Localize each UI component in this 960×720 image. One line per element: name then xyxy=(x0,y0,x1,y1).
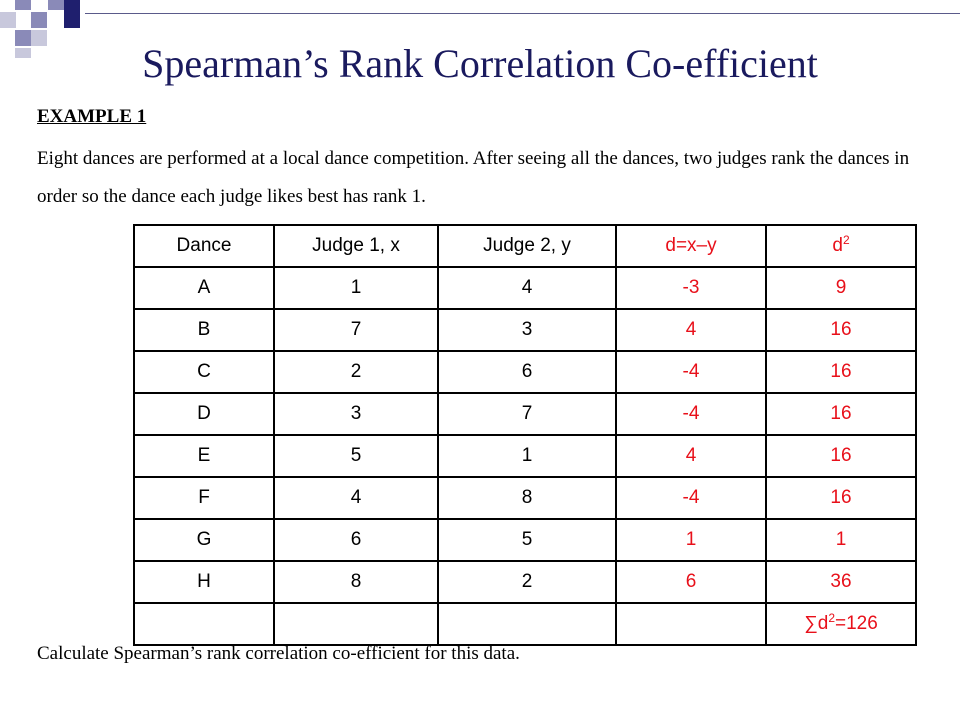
cell-dance: E xyxy=(133,434,275,478)
header-d: d=x–y xyxy=(615,224,767,268)
cell-judge1: 3 xyxy=(273,392,439,436)
table-row: C 2 6 -4 16 xyxy=(133,350,917,394)
deco-square xyxy=(31,30,47,46)
cell-d-squared: 36 xyxy=(765,560,917,604)
cell-judge1: 1 xyxy=(273,266,439,310)
header-judge2: Judge 2, y xyxy=(437,224,617,268)
cell-d-squared: 1 xyxy=(765,518,917,562)
cell-d: -4 xyxy=(615,392,767,436)
cell-judge2: 2 xyxy=(437,560,617,604)
cell-judge1: 6 xyxy=(273,518,439,562)
deco-square xyxy=(0,12,16,28)
sum-d-squared: ∑d2=126 xyxy=(765,602,917,646)
table-row: E 5 1 4 16 xyxy=(133,434,917,478)
cell-judge2: 8 xyxy=(437,476,617,520)
table-total-row: ∑d2=126 xyxy=(133,602,917,646)
decorative-squares xyxy=(0,0,80,60)
cell-judge1: 2 xyxy=(273,350,439,394)
cell-judge1: 5 xyxy=(273,434,439,478)
cell-d: 4 xyxy=(615,308,767,352)
cell-d: -4 xyxy=(615,476,767,520)
cell-dance: C xyxy=(133,350,275,394)
sum-prefix: ∑d xyxy=(804,613,829,634)
deco-square xyxy=(15,30,31,46)
top-rule xyxy=(85,13,960,14)
total-empty-cell xyxy=(133,602,275,646)
slide-title: Spearman’s Rank Correlation Co-efficient xyxy=(142,41,818,86)
sum-value: =126 xyxy=(835,613,878,634)
header-d-squared: d2 xyxy=(765,224,917,268)
cell-dance: A xyxy=(133,266,275,310)
table-body: A 1 4 -3 9 B 7 3 4 16 C 2 6 -4 16 D 3 7 -4 16 E 5 1 4 16 F 4 8 -4 16 G… xyxy=(133,266,917,604)
cell-judge1: 4 xyxy=(273,476,439,520)
cell-d-squared: 16 xyxy=(765,476,917,520)
cell-judge1: 7 xyxy=(273,308,439,352)
cell-d: 4 xyxy=(615,434,767,478)
question-text: Calculate Spearman’s rank correlation co… xyxy=(37,643,520,664)
cell-d: 1 xyxy=(615,518,767,562)
header-d2-base: d xyxy=(832,235,843,256)
header-dance: Dance xyxy=(133,224,275,268)
table-row: A 1 4 -3 9 xyxy=(133,266,917,310)
cell-judge2: 1 xyxy=(437,434,617,478)
header-d2-exponent: 2 xyxy=(842,233,850,247)
cell-d: -4 xyxy=(615,350,767,394)
table-row: H 8 2 6 36 xyxy=(133,560,917,604)
cell-judge2: 6 xyxy=(437,350,617,394)
deco-square xyxy=(64,0,80,28)
cell-d-squared: 16 xyxy=(765,350,917,394)
header-judge1: Judge 1, x xyxy=(273,224,439,268)
deco-square xyxy=(48,0,64,10)
total-empty-cell xyxy=(615,602,767,646)
cell-judge2: 4 xyxy=(437,266,617,310)
cell-judge2: 7 xyxy=(437,392,617,436)
cell-dance: H xyxy=(133,560,275,604)
cell-dance: G xyxy=(133,518,275,562)
deco-square xyxy=(31,12,47,28)
cell-d: -3 xyxy=(615,266,767,310)
total-empty-cell xyxy=(437,602,617,646)
example-heading: EXAMPLE 1 xyxy=(37,106,147,127)
cell-dance: D xyxy=(133,392,275,436)
table-row: D 3 7 -4 16 xyxy=(133,392,917,436)
table-row: F 4 8 -4 16 xyxy=(133,476,917,520)
deco-square xyxy=(15,48,31,58)
table-header-row: Dance Judge 1, x Judge 2, y d=x–y d2 xyxy=(133,224,917,268)
cell-d-squared: 16 xyxy=(765,434,917,478)
problem-description: Eight dances are performed at a local da… xyxy=(37,148,910,207)
cell-dance: F xyxy=(133,476,275,520)
cell-d-squared: 9 xyxy=(765,266,917,310)
total-empty-cell xyxy=(273,602,439,646)
cell-judge2: 5 xyxy=(437,518,617,562)
sum-exponent: 2 xyxy=(828,611,835,625)
table-row: B 7 3 4 16 xyxy=(133,308,917,352)
cell-judge2: 3 xyxy=(437,308,617,352)
cell-judge1: 8 xyxy=(273,560,439,604)
deco-square xyxy=(15,0,31,10)
cell-dance: B xyxy=(133,308,275,352)
cell-d: 6 xyxy=(615,560,767,604)
cell-d-squared: 16 xyxy=(765,392,917,436)
cell-d-squared: 16 xyxy=(765,308,917,352)
